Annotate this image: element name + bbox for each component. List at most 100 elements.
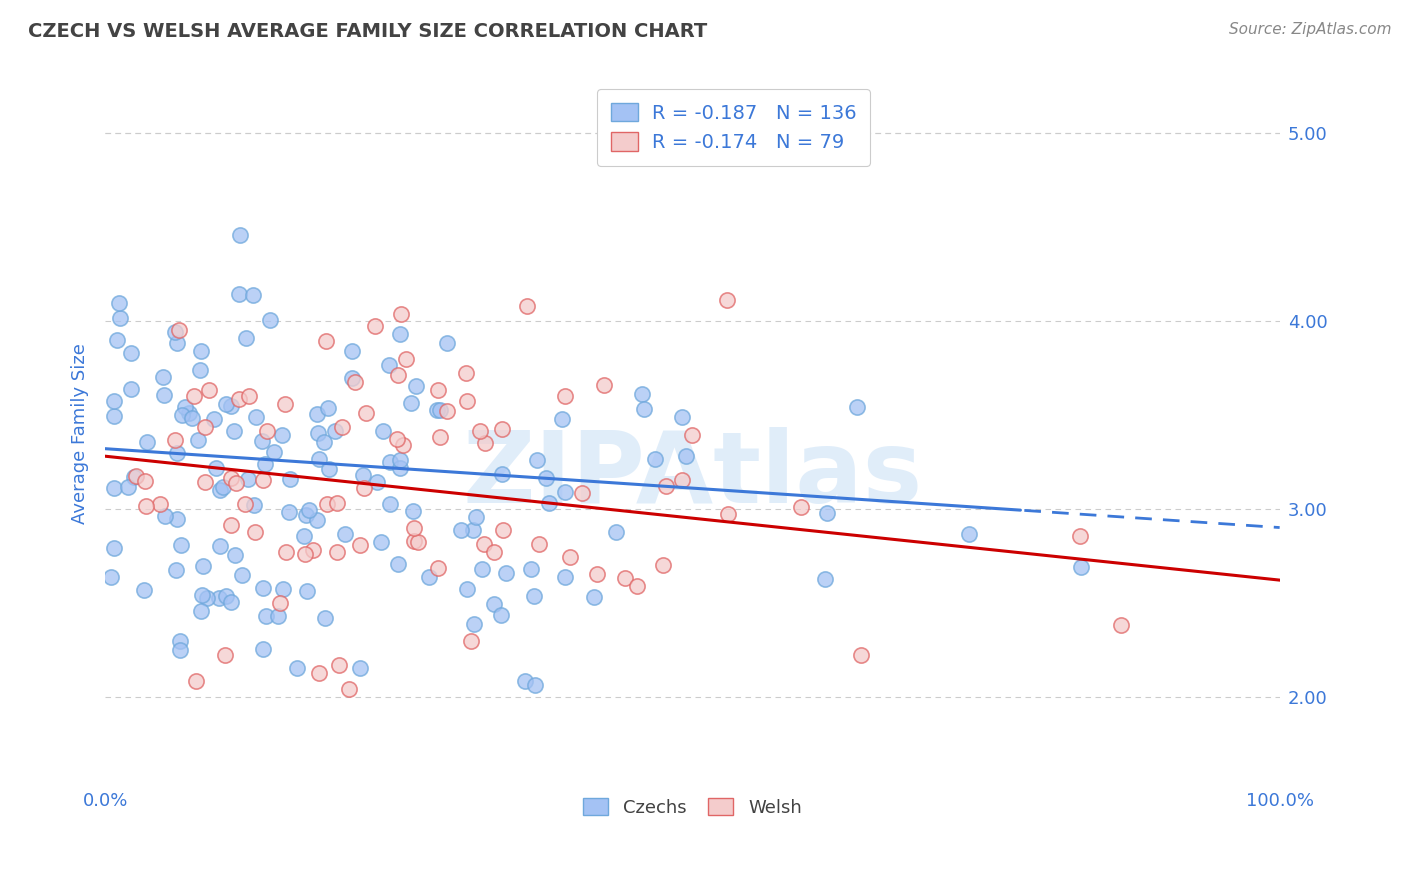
Point xyxy=(167,323,190,337)
Point xyxy=(194,475,217,489)
Point xyxy=(520,562,543,576)
Point xyxy=(418,570,440,584)
Point xyxy=(388,460,411,475)
Point xyxy=(399,395,422,409)
Point xyxy=(790,500,813,514)
Point xyxy=(323,424,346,438)
Point xyxy=(614,571,637,585)
Point xyxy=(256,424,278,438)
Point xyxy=(349,538,371,552)
Point xyxy=(152,388,174,402)
Point xyxy=(523,678,546,692)
Point xyxy=(605,524,627,539)
Point xyxy=(593,377,616,392)
Point xyxy=(274,397,297,411)
Point xyxy=(103,409,125,423)
Point xyxy=(191,558,214,573)
Point xyxy=(558,550,581,565)
Point xyxy=(534,471,557,485)
Point xyxy=(302,543,325,558)
Point xyxy=(814,572,837,586)
Point xyxy=(170,408,193,422)
Point xyxy=(460,634,482,648)
Point xyxy=(340,371,363,385)
Y-axis label: Average Family Size: Average Family Size xyxy=(72,343,89,524)
Point xyxy=(516,299,538,313)
Point xyxy=(252,581,274,595)
Point xyxy=(436,403,458,417)
Point xyxy=(269,596,291,610)
Point xyxy=(716,293,738,307)
Point xyxy=(426,403,449,417)
Point xyxy=(278,472,301,486)
Point xyxy=(149,496,172,510)
Point xyxy=(582,591,605,605)
Point xyxy=(631,386,654,401)
Point xyxy=(233,497,256,511)
Point xyxy=(482,545,505,559)
Point xyxy=(671,409,693,424)
Point xyxy=(364,318,387,333)
Point xyxy=(195,591,218,605)
Point xyxy=(402,503,425,517)
Point xyxy=(408,535,430,549)
Point xyxy=(183,389,205,403)
Point xyxy=(456,582,478,597)
Point xyxy=(387,557,409,571)
Point xyxy=(132,582,155,597)
Point xyxy=(527,537,550,551)
Text: CZECH VS WELSH AVERAGE FAMILY SIZE CORRELATION CHART: CZECH VS WELSH AVERAGE FAMILY SIZE CORRE… xyxy=(28,22,707,41)
Point xyxy=(370,535,392,549)
Point xyxy=(134,474,156,488)
Point xyxy=(468,424,491,438)
Point xyxy=(651,558,673,572)
Point xyxy=(166,336,188,351)
Point xyxy=(429,403,451,417)
Point xyxy=(330,420,353,434)
Point xyxy=(294,547,316,561)
Text: ZIPAtlas: ZIPAtlas xyxy=(463,427,922,524)
Point xyxy=(298,503,321,517)
Point xyxy=(245,410,267,425)
Point xyxy=(387,368,409,382)
Point xyxy=(295,583,318,598)
Point xyxy=(464,510,486,524)
Point xyxy=(586,566,609,581)
Point xyxy=(492,523,515,537)
Point xyxy=(523,589,546,603)
Point xyxy=(219,518,242,533)
Point xyxy=(315,334,337,348)
Point xyxy=(328,657,350,672)
Point xyxy=(224,424,246,438)
Point xyxy=(392,438,415,452)
Point xyxy=(404,534,426,549)
Point xyxy=(472,537,495,551)
Point xyxy=(169,633,191,648)
Point xyxy=(250,434,273,449)
Point xyxy=(675,450,697,464)
Point xyxy=(340,344,363,359)
Point xyxy=(152,369,174,384)
Point xyxy=(215,396,238,410)
Point xyxy=(100,570,122,584)
Point xyxy=(169,642,191,657)
Point xyxy=(194,420,217,434)
Point xyxy=(135,499,157,513)
Point xyxy=(633,401,655,416)
Point xyxy=(107,296,129,310)
Point xyxy=(957,526,980,541)
Point xyxy=(429,430,451,444)
Point xyxy=(461,523,484,537)
Point xyxy=(103,393,125,408)
Point xyxy=(344,376,367,390)
Point xyxy=(219,471,242,485)
Point xyxy=(252,642,274,657)
Point xyxy=(571,486,593,500)
Point xyxy=(208,591,231,605)
Point xyxy=(454,366,477,380)
Point xyxy=(815,506,838,520)
Point xyxy=(353,481,375,495)
Point xyxy=(271,582,294,596)
Point xyxy=(103,541,125,555)
Point xyxy=(274,545,297,559)
